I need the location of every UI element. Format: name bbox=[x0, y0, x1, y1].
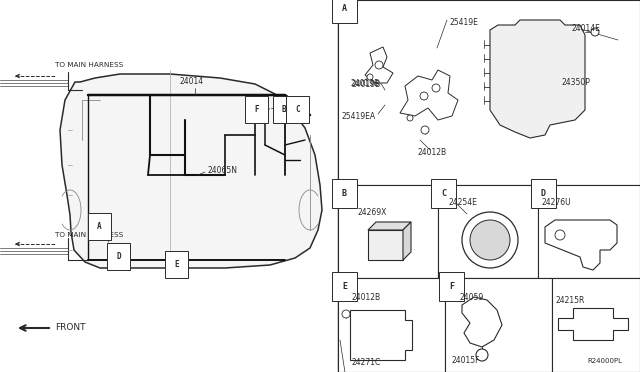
Circle shape bbox=[470, 220, 510, 260]
Text: TO MAIN HARNESS: TO MAIN HARNESS bbox=[55, 232, 124, 238]
Bar bbox=[538, 185, 640, 278]
Text: 24059: 24059 bbox=[460, 293, 484, 302]
Text: 24019B: 24019B bbox=[352, 80, 381, 89]
Text: 24019B: 24019B bbox=[351, 79, 380, 88]
Text: 24215R: 24215R bbox=[556, 296, 586, 305]
Polygon shape bbox=[60, 74, 322, 268]
Text: C: C bbox=[441, 189, 446, 198]
Text: 24014: 24014 bbox=[180, 77, 204, 86]
Circle shape bbox=[420, 92, 428, 100]
Bar bbox=[338, 0, 640, 185]
Text: A: A bbox=[342, 4, 347, 13]
Text: 24350P: 24350P bbox=[562, 78, 591, 87]
Circle shape bbox=[476, 349, 488, 361]
Circle shape bbox=[342, 310, 350, 318]
Circle shape bbox=[375, 61, 383, 69]
Polygon shape bbox=[368, 222, 411, 230]
Circle shape bbox=[555, 230, 565, 240]
Text: R24000PL: R24000PL bbox=[587, 358, 622, 364]
Circle shape bbox=[432, 84, 440, 92]
Text: B: B bbox=[342, 189, 347, 198]
Polygon shape bbox=[545, 220, 617, 270]
Text: TO MAIN HARNESS: TO MAIN HARNESS bbox=[55, 62, 124, 68]
Text: 24065N: 24065N bbox=[207, 166, 237, 174]
Text: FRONT: FRONT bbox=[55, 324, 86, 333]
Text: C: C bbox=[295, 105, 300, 114]
Text: 24015F: 24015F bbox=[452, 356, 481, 365]
Text: 24269X: 24269X bbox=[358, 208, 387, 217]
Text: D: D bbox=[541, 189, 546, 198]
Text: 24271C: 24271C bbox=[352, 358, 381, 367]
Text: B: B bbox=[282, 105, 287, 114]
Text: 24276U: 24276U bbox=[542, 198, 572, 207]
Text: A: A bbox=[97, 222, 102, 231]
Text: 25419E: 25419E bbox=[450, 18, 479, 27]
Bar bbox=[552, 278, 640, 372]
Polygon shape bbox=[350, 310, 412, 360]
Polygon shape bbox=[400, 70, 458, 120]
Bar bbox=[338, 0, 640, 372]
Circle shape bbox=[407, 115, 413, 121]
Text: 25419EA: 25419EA bbox=[342, 112, 376, 121]
Bar bbox=[445, 278, 552, 372]
Circle shape bbox=[462, 212, 518, 268]
Circle shape bbox=[367, 74, 373, 80]
Polygon shape bbox=[368, 230, 403, 260]
Polygon shape bbox=[462, 297, 502, 347]
Text: 24254E: 24254E bbox=[449, 198, 478, 207]
Text: 24012B: 24012B bbox=[418, 148, 447, 157]
Circle shape bbox=[591, 28, 599, 36]
Circle shape bbox=[421, 126, 429, 134]
Text: F: F bbox=[254, 105, 259, 114]
Text: E: E bbox=[174, 260, 179, 269]
Text: 24014E: 24014E bbox=[572, 24, 601, 33]
Text: D: D bbox=[116, 252, 120, 261]
Polygon shape bbox=[403, 222, 411, 260]
Text: 24012B: 24012B bbox=[352, 293, 381, 302]
Polygon shape bbox=[490, 20, 585, 138]
Polygon shape bbox=[365, 47, 393, 83]
Text: F: F bbox=[449, 282, 454, 291]
Text: E: E bbox=[342, 282, 347, 291]
Polygon shape bbox=[558, 308, 628, 340]
Bar bbox=[338, 185, 438, 278]
Bar bbox=[338, 278, 445, 372]
Bar bbox=[438, 185, 538, 278]
